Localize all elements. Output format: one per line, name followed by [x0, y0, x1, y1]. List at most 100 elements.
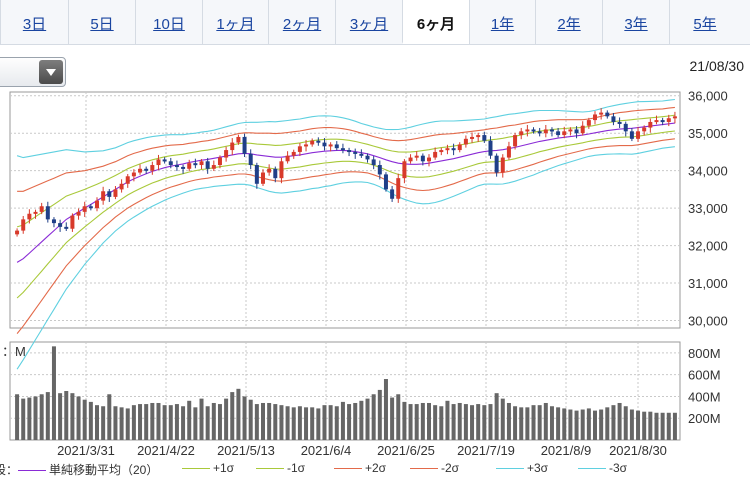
volume-bar: [543, 402, 548, 440]
tab-1[interactable]: 5日: [68, 0, 135, 44]
price-tick-label: 33,000: [688, 201, 728, 216]
volume-bar: [70, 393, 75, 440]
candle-body: [310, 140, 315, 145]
volume-bar: [254, 404, 259, 440]
volume-bar: [365, 398, 370, 440]
candle-body: [224, 150, 229, 158]
volume-bar: [371, 394, 376, 440]
volume-bar: [377, 389, 382, 440]
candle-body: [383, 174, 388, 190]
volume-bar: [310, 407, 315, 440]
candle-body: [506, 146, 511, 158]
volume-bar: [420, 402, 425, 440]
candle-body: [629, 131, 634, 139]
candle-body: [322, 142, 327, 147]
candle-body: [353, 151, 358, 154]
price-tick-label: 30,000: [688, 314, 728, 329]
candle-body: [181, 166, 186, 169]
candle-body: [45, 206, 50, 220]
candle-body: [648, 121, 653, 128]
tab-6[interactable]: 6ヶ月: [402, 0, 469, 44]
candle-body: [623, 123, 628, 132]
tab-9[interactable]: 3年: [602, 0, 669, 44]
candle-body: [463, 138, 468, 145]
candle-body: [580, 125, 585, 134]
volume-bar: [451, 404, 456, 440]
volume-bar: [642, 411, 647, 440]
candle-body: [101, 191, 106, 201]
tab-8[interactable]: 2年: [535, 0, 602, 44]
period-tabs: 3日 5日 10日 1ヶ月 2ヶ月 3ヶ月 6ヶ月 1年 2年 3年 5年: [0, 0, 750, 45]
tab-7[interactable]: 1年: [469, 0, 535, 44]
tab-0[interactable]: 3日: [0, 0, 68, 44]
candle-body: [494, 155, 499, 173]
candle-body: [242, 136, 247, 154]
legend-item: +2σ: [334, 461, 386, 475]
legend-swatch: [256, 468, 284, 470]
volume-bar: [230, 392, 235, 440]
candle-body: [482, 135, 487, 141]
band-minus2: [16, 138, 675, 334]
x-tick-label: 2021/4/22: [137, 443, 195, 458]
volume-bar: [113, 406, 118, 440]
volume-bar: [273, 404, 278, 440]
candle-body: [199, 161, 204, 166]
candle-body: [273, 168, 278, 179]
candle-body: [340, 148, 345, 151]
legend-label: 単純移動平均（20）: [49, 463, 159, 477]
volume-bar: [125, 408, 130, 440]
candle-body: [390, 189, 395, 199]
volume-bar: [500, 398, 505, 440]
band-plus2: [17, 106, 675, 192]
tab-2[interactable]: 10日: [135, 0, 202, 44]
legend-item: -3σ: [578, 461, 627, 475]
candle-body: [568, 129, 573, 132]
chevron-down-icon[interactable]: [39, 60, 63, 84]
volume-bar: [193, 407, 198, 440]
volume-bar: [506, 402, 511, 440]
volume-bar: [402, 401, 407, 440]
candle-body: [174, 165, 179, 168]
candle-body: [586, 120, 591, 126]
volume-bar: [187, 400, 192, 440]
legend-item: 単純移動平均（20）: [18, 461, 158, 478]
candle-body: [525, 129, 530, 132]
volume-bar: [433, 405, 438, 440]
candle-body: [107, 191, 112, 197]
volume-bar: [396, 394, 401, 440]
volume-bar: [531, 405, 536, 440]
candle-body: [556, 131, 561, 136]
candle-body: [617, 121, 622, 124]
candle-body: [144, 168, 149, 171]
volume-bar: [457, 402, 462, 440]
candle-body: [187, 163, 192, 169]
volume-bar: [217, 404, 222, 440]
volume-bar: [150, 402, 155, 440]
candle-body: [297, 146, 302, 152]
x-tick-label: 2021/6/4: [301, 443, 352, 458]
tab-10[interactable]: 5年: [669, 0, 740, 44]
volume-bar: [562, 408, 567, 440]
tab-5[interactable]: 3ヶ月: [335, 0, 402, 44]
candle-body: [236, 136, 241, 143]
candle-body: [408, 157, 413, 162]
volume-bar: [482, 405, 487, 440]
volume-bar: [654, 412, 659, 440]
candle-body: [95, 200, 99, 209]
candle-body: [291, 151, 296, 156]
volume-bar: [476, 404, 481, 440]
tab-3[interactable]: 1ヶ月: [202, 0, 268, 44]
chart-type-dropdown[interactable]: [0, 57, 66, 87]
tab-4[interactable]: 2ヶ月: [268, 0, 335, 44]
candle-body: [125, 176, 130, 184]
volume-bar: [174, 404, 179, 440]
candle-body: [476, 135, 481, 138]
volume-bar: [45, 392, 50, 440]
legend-swatch: [18, 470, 46, 472]
volume-bar: [666, 412, 671, 440]
candle-body: [451, 148, 456, 151]
price-tick-label: 32,000: [688, 239, 728, 254]
x-tick-label: 2021/7/19: [457, 443, 515, 458]
volume-tick-label: 800M: [688, 346, 721, 361]
